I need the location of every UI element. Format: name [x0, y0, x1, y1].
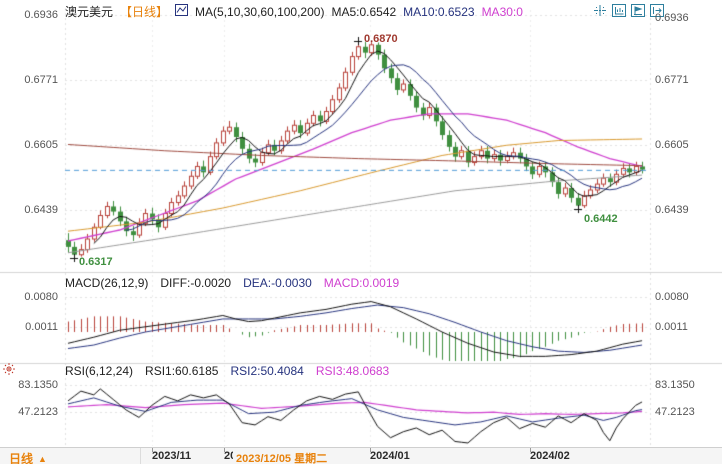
ma10-value: MA10:0.6523 [403, 4, 475, 19]
high-price-annotation: 0.6870 [364, 33, 398, 45]
axis-tick [530, 448, 531, 452]
axis-tick [152, 448, 153, 452]
exit-tool-button[interactable] [649, 3, 664, 17]
price-axis-label: 0.6439 [24, 204, 58, 216]
macd-axis-label: 0.0011 [655, 321, 688, 333]
price-axis-label: 0.6936 [24, 9, 58, 21]
rsi-legend: RSI(6,12,24) RSI1:60.6185 RSI2:50.4084 R… [65, 364, 389, 378]
period-label: 日线 [9, 452, 34, 464]
rsi-axis-label: 83.1350 [655, 379, 695, 391]
rsi3-value: RSI3:48.0683 [315, 364, 390, 378]
symbol-title: 澳元美元 [65, 5, 114, 19]
ma30-value: MA30:0 [481, 4, 523, 19]
rsi-axis-label: 83.1350 [18, 379, 58, 391]
divider [140, 448, 141, 464]
price-axis-label: 0.6605 [24, 139, 58, 151]
rsi-axis-label: 47.2123 [655, 406, 695, 418]
axis-tick [224, 448, 225, 452]
chart-toolbar [592, 3, 664, 17]
macd-legend: MACD(26,12,9) DIFF:-0.0020 DEA:-0.0030 M… [65, 276, 399, 290]
chart-header: 澳元美元 【日线】 MA(5,10,30,60,100,200) MA5:0.6… [65, 3, 523, 20]
period-tag: 【日线】 [120, 5, 169, 19]
date-axis-label: 2024/02 [530, 450, 570, 462]
low-price-annotation: 0.6442 [584, 213, 618, 225]
macd-legend-title: MACD(26,12,9) [65, 276, 149, 290]
price-axis-label: 0.6605 [655, 139, 689, 151]
rsi-axis-label: 47.2123 [18, 406, 58, 418]
selected-date-label: 2023/12/05 星期二 [233, 450, 331, 464]
rsi2-value: RSI2:50.4084 [230, 364, 304, 378]
rsi1-value: RSI1:60.6185 [145, 364, 219, 378]
macd-axis-label: 0.0080 [24, 291, 58, 303]
macd-axis-label: 0.0080 [655, 291, 689, 303]
rsi-legend-title: RSI(6,12,24) [65, 364, 134, 378]
macd-dea-value: DEA:-0.0030 [243, 276, 312, 290]
macd-axis-label: 0.0011 [25, 321, 58, 333]
line-chart-icon [175, 4, 189, 19]
flag-playback-tool-button[interactable] [630, 3, 645, 17]
price-axis-label: 0.6771 [655, 74, 689, 86]
axis-chart-tool-button[interactable] [611, 3, 626, 17]
start-low-annotation: 0.6317 [79, 256, 113, 268]
indicator-settings-icon[interactable] [3, 363, 15, 378]
date-axis-label: 2023/11 [152, 450, 192, 462]
period-selector-button[interactable]: 日线 ▲ [9, 450, 47, 464]
macd-diff-value: DIFF:-0.0020 [160, 276, 232, 290]
ma5-value: MA5:0.6542 [331, 4, 397, 19]
dropdown-arrow-icon: ▲ [38, 453, 47, 464]
price-axis-label: 0.6936 [655, 12, 689, 24]
macd-hist-value: MACD:0.0019 [323, 276, 400, 290]
axis-tick [370, 448, 371, 452]
date-axis-label: 2024/01 [370, 450, 410, 462]
ma-settings-label: MA(5,10,30,60,100,200) [195, 4, 325, 19]
date-axis-bar: 日线 ▲ 2023/11 2023/12 2023/12/05 星期二 2024… [0, 447, 722, 464]
price-axis-label: 0.6439 [655, 204, 689, 216]
crosshair-tool-button[interactable] [592, 3, 607, 17]
price-axis-label: 0.6771 [24, 74, 58, 86]
